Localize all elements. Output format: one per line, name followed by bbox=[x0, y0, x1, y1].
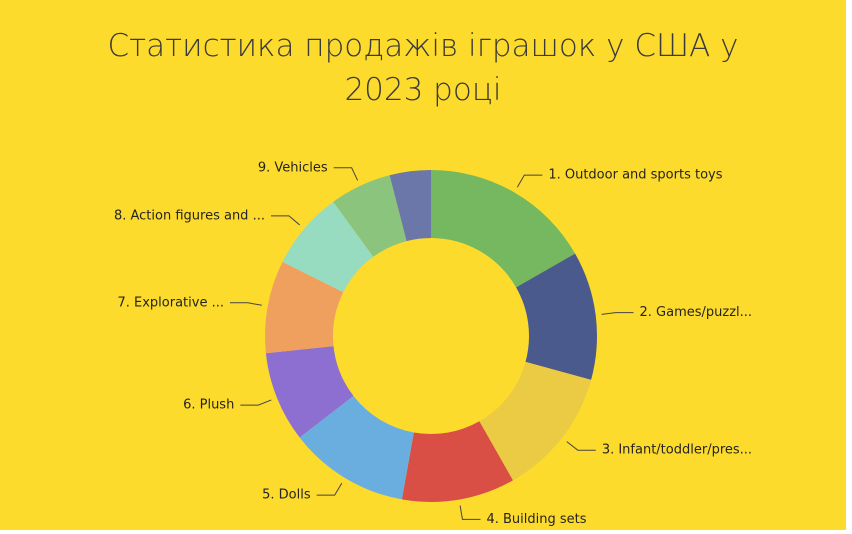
leader-line bbox=[601, 312, 634, 315]
donut-slice bbox=[516, 253, 597, 380]
leader-line bbox=[316, 482, 343, 496]
leader-line bbox=[240, 399, 272, 406]
donut-slice bbox=[389, 170, 431, 242]
slice-label: 5. Dolls bbox=[262, 488, 311, 503]
donut-slice bbox=[265, 346, 354, 438]
slice-label: 8. Action figures and ... bbox=[114, 208, 265, 223]
slice-label: 4. Building sets bbox=[486, 512, 586, 527]
leader-line bbox=[270, 215, 300, 226]
slice-label: 2. Games/puzzl... bbox=[640, 305, 753, 320]
donut-slice bbox=[431, 170, 576, 288]
leader-line bbox=[516, 174, 543, 188]
donut-slice bbox=[264, 261, 344, 354]
donut-slice bbox=[479, 361, 592, 481]
slice-label: 1. Outdoor and sports toys bbox=[548, 168, 722, 183]
slice-label: 9. Vehicles bbox=[258, 160, 328, 175]
donut-slice bbox=[282, 201, 374, 293]
donut-slice bbox=[401, 421, 513, 502]
donut-slice bbox=[333, 175, 407, 257]
leader-line bbox=[229, 302, 262, 306]
slice-label: 3. Infant/toddler/pres... bbox=[602, 443, 752, 458]
leader-line bbox=[333, 167, 359, 181]
chart-title: Статистика продажів іграшок у США у 2023… bbox=[107, 28, 739, 108]
leader-line bbox=[459, 505, 481, 520]
slice-label: 6. Plush bbox=[183, 398, 234, 413]
donut-slice bbox=[299, 395, 414, 500]
slice-label: 7. Explorative ... bbox=[117, 295, 224, 310]
leader-line bbox=[566, 441, 596, 451]
